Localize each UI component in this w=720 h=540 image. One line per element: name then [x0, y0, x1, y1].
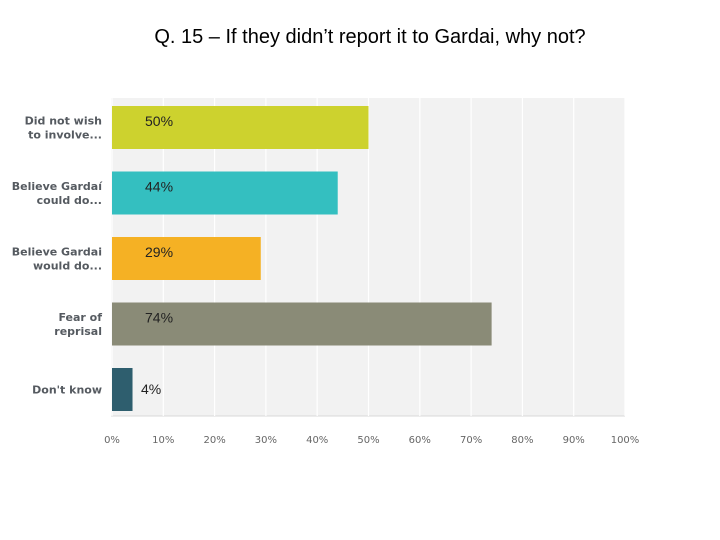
x-tick-label: 80%	[511, 435, 533, 446]
data-label: 50%	[145, 113, 173, 129]
bar	[112, 302, 492, 346]
x-tick-label: 0%	[104, 435, 120, 446]
data-label: 74%	[145, 310, 173, 326]
data-label: 29%	[145, 244, 173, 260]
category-label: Fear of reprisal	[54, 311, 102, 338]
category-label: Believe Gardaí could do...	[12, 180, 103, 207]
x-tick-label: 30%	[255, 435, 277, 446]
bar	[112, 171, 338, 215]
category-label: Believe Gardai would do...	[12, 246, 102, 273]
data-label: 44%	[145, 179, 173, 195]
x-tick-label: 90%	[563, 435, 585, 446]
x-tick-label: 70%	[460, 435, 482, 446]
bar	[112, 106, 369, 149]
category-label: Did not wish to involve...	[25, 115, 102, 142]
bar	[112, 368, 133, 411]
x-tick-label: 100%	[611, 435, 640, 446]
x-tick-label: 50%	[357, 435, 379, 446]
x-tick-label: 40%	[306, 435, 328, 446]
bar	[112, 237, 261, 280]
x-tick-label: 20%	[203, 435, 225, 446]
x-tick-label: 60%	[409, 435, 431, 446]
data-label: 4%	[141, 381, 161, 397]
category-label: Don't know	[32, 384, 102, 397]
chart-title: Q. 15 – If they didn’t report it to Gard…	[154, 26, 586, 48]
x-tick-label: 10%	[152, 435, 174, 446]
